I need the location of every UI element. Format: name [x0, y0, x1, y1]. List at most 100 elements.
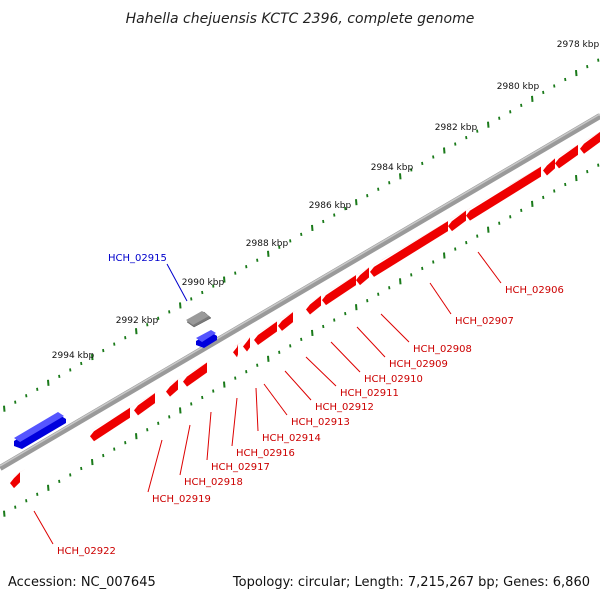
ruler-tick — [432, 155, 435, 159]
ruler-tick — [597, 163, 600, 167]
gene-label-hch-02912[interactable]: HCH_02912 — [315, 402, 374, 413]
ruler-tick — [3, 405, 6, 412]
ruler-tick — [487, 121, 490, 128]
ruler-tick — [333, 213, 336, 217]
gene-arrow[interactable] — [90, 404, 135, 442]
gene-arrow-body — [448, 210, 466, 232]
ruler-tick — [3, 510, 6, 517]
gene-label-hch-02913[interactable]: HCH_02913 — [291, 417, 350, 428]
gene-label-hch-02911[interactable]: HCH_02911 — [340, 388, 399, 399]
ruler-tick — [234, 376, 237, 380]
ruler-tick — [300, 232, 303, 237]
ruler-tick — [80, 361, 83, 366]
ruler-tick — [190, 297, 193, 301]
ruler-tick — [278, 350, 281, 354]
gene-arrow[interactable] — [254, 318, 282, 345]
gene-arrow-body — [10, 472, 20, 489]
gene-label-hch-02906[interactable]: HCH_02906 — [505, 285, 564, 296]
ruler-tick — [377, 292, 380, 296]
gene-label-hch-02910[interactable]: HCH_02910 — [364, 374, 423, 385]
ruler-tick — [465, 240, 468, 245]
gene-arrow[interactable] — [448, 207, 471, 232]
gene-arrow[interactable] — [322, 272, 361, 306]
gene-arrow[interactable] — [183, 359, 212, 387]
gene-label-hch-02914[interactable]: HCH_02914 — [262, 433, 321, 444]
ruler-tick — [201, 395, 204, 400]
gene-arrow[interactable] — [278, 309, 298, 331]
gene-arrow[interactable] — [233, 341, 243, 358]
ruler-tick — [575, 69, 578, 77]
gene-label-hch-02908[interactable]: HCH_02908 — [413, 344, 472, 355]
gene-label-hch-02909[interactable]: HCH_02909 — [389, 359, 448, 370]
ruler-tick — [421, 266, 424, 271]
gene-arrow[interactable] — [580, 129, 600, 154]
label-leader — [330, 341, 361, 373]
gene-arrow-top — [10, 469, 25, 479]
gene-arrow-top — [196, 330, 216, 342]
gene-label-hch-02917[interactable]: HCH_02917 — [211, 462, 270, 473]
gene-label-hch-02918[interactable]: HCH_02918 — [184, 477, 243, 488]
gene-label-hch-02919[interactable]: HCH_02919 — [152, 494, 211, 505]
ruler-tick — [509, 215, 512, 219]
ruler-tick — [421, 161, 424, 166]
ruler-tick — [124, 441, 127, 445]
ruler-tick — [355, 304, 358, 311]
gene-arrow[interactable] — [356, 264, 374, 286]
gene-label-hch-02922[interactable]: HCH_02922 — [57, 546, 116, 557]
gene-arrow[interactable] — [243, 334, 255, 352]
label-leader — [477, 251, 502, 284]
gene-arrow[interactable] — [134, 390, 160, 416]
gene-arrow[interactable] — [466, 163, 546, 221]
ruler-tick — [289, 344, 292, 348]
gene-arrow[interactable] — [543, 155, 560, 176]
gene-arrow[interactable] — [370, 218, 453, 277]
gene-hch-02915[interactable] — [14, 311, 217, 449]
ruler-tick — [564, 77, 567, 82]
ruler-tick — [267, 250, 270, 257]
ruler-tick — [36, 387, 39, 391]
gene-label-hch-02916[interactable]: HCH_02916 — [236, 448, 295, 459]
gene-arrow[interactable] — [555, 141, 583, 169]
gene-arrow-top — [555, 141, 583, 159]
ruler-tick — [157, 316, 160, 320]
ruler-tick — [333, 318, 336, 322]
ruler-tick — [179, 302, 182, 309]
ruler-tick — [91, 458, 94, 466]
ruler-tick — [91, 353, 94, 361]
accession-text: Accession: NC_007645 — [8, 575, 156, 590]
label-leader — [255, 387, 259, 432]
gene-arrow[interactable] — [166, 376, 183, 397]
label-leader — [429, 282, 452, 315]
gene-arrow-top — [543, 155, 560, 166]
ruler-tick — [366, 194, 369, 198]
ruler-tick — [36, 492, 39, 496]
ruler-tick — [168, 415, 171, 419]
ruler-tick — [531, 95, 534, 102]
ruler-label: 2994 kbp — [52, 351, 95, 361]
gene-arrow-top — [448, 207, 471, 222]
ruler-tick — [410, 273, 413, 277]
gene-arrow-body — [278, 312, 293, 331]
ruler-tick — [454, 247, 457, 251]
gene-arrow-top — [90, 404, 135, 432]
ruler-tick — [58, 374, 61, 379]
ruler-tick — [47, 484, 50, 491]
gene-arrow[interactable] — [10, 469, 25, 489]
ruler-tick — [102, 453, 105, 458]
gene-label-hch-02915[interactable]: HCH_02915 — [108, 253, 167, 264]
label-leader — [206, 411, 212, 461]
ruler-tick — [14, 400, 17, 404]
ruler-tick — [509, 110, 512, 114]
ruler-label: 2980 kbp — [497, 82, 540, 92]
ruler-tick — [25, 394, 28, 398]
ruler-tick — [366, 299, 369, 303]
gene-arrow-body — [356, 267, 369, 286]
ruler-tick — [399, 278, 402, 285]
gene-arrow-body — [466, 166, 541, 221]
gene-arrow[interactable] — [306, 292, 326, 315]
ruler-tick — [388, 181, 391, 185]
ruler-label: 2986 kbp — [309, 201, 352, 211]
gene-label-hch-02907[interactable]: HCH_02907 — [455, 316, 514, 327]
ruler-tick — [212, 284, 215, 288]
ruler-tick — [311, 224, 314, 232]
